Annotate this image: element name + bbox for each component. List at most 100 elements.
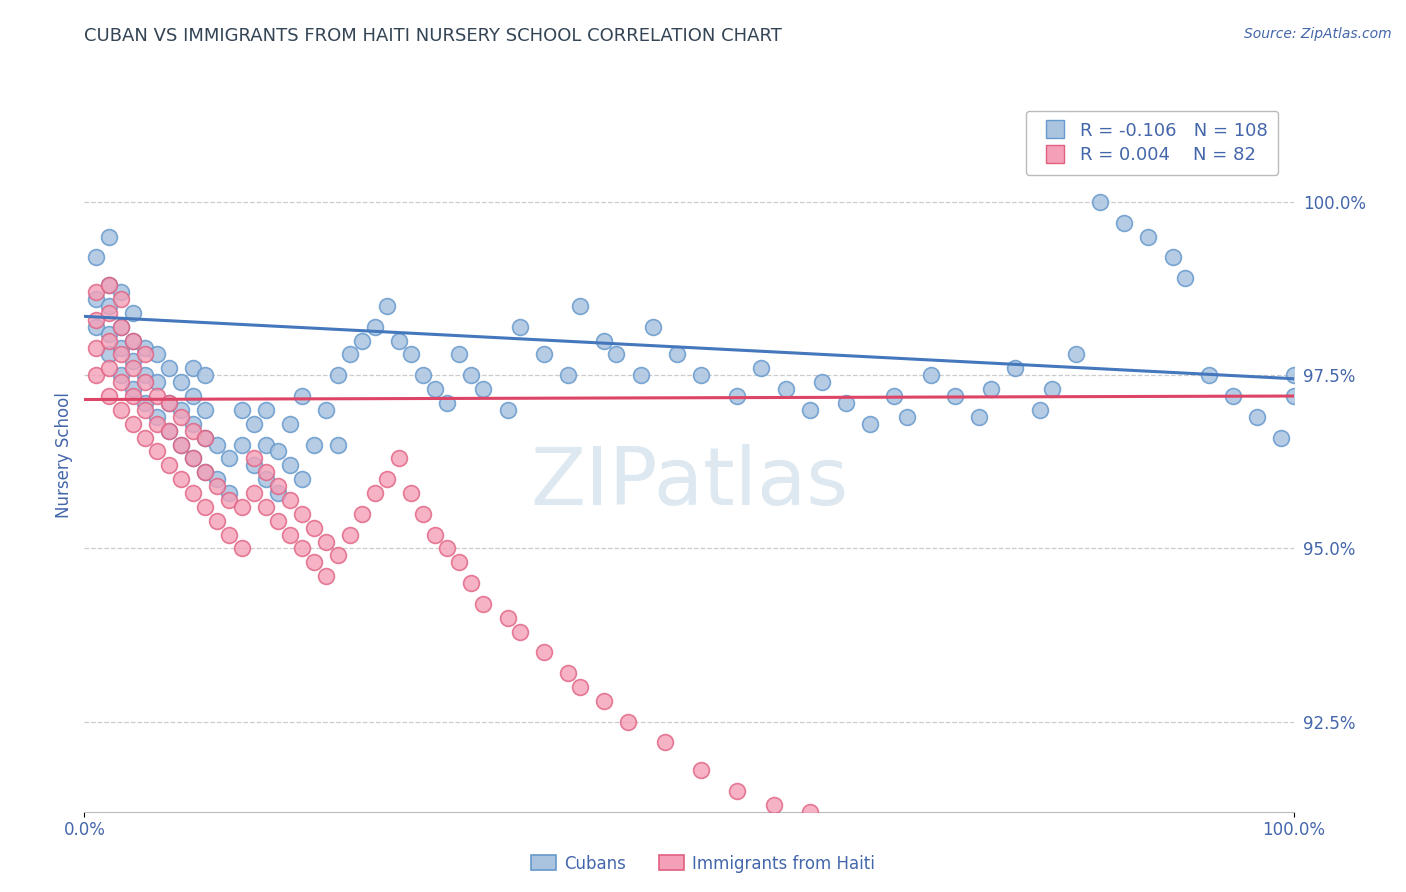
Point — [121, 417, 143, 431]
Point — [146, 417, 169, 431]
Point — [97, 278, 120, 293]
Y-axis label: Nursery School: Nursery School — [55, 392, 73, 518]
Point — [315, 534, 337, 549]
Point — [134, 431, 156, 445]
Point — [1040, 382, 1063, 396]
Point — [267, 486, 290, 500]
Point — [97, 334, 120, 348]
Point — [725, 784, 748, 798]
Point — [811, 375, 834, 389]
Point — [569, 680, 592, 694]
Point — [218, 486, 240, 500]
Point — [460, 368, 482, 383]
Point — [423, 382, 446, 396]
Point — [302, 437, 325, 451]
Point — [641, 319, 664, 334]
Point — [449, 555, 471, 569]
Point — [194, 465, 217, 479]
Point — [181, 486, 204, 500]
Point — [97, 306, 120, 320]
Point — [110, 368, 132, 383]
Point — [231, 500, 253, 514]
Point — [339, 527, 361, 541]
Point — [980, 382, 1002, 396]
Point — [775, 382, 797, 396]
Point — [86, 341, 108, 355]
Point — [302, 555, 325, 569]
Point — [291, 507, 314, 521]
Point — [207, 437, 229, 451]
Legend: Cubans, Immigrants from Haiti: Cubans, Immigrants from Haiti — [524, 848, 882, 880]
Point — [291, 472, 314, 486]
Point — [569, 299, 592, 313]
Point — [436, 541, 458, 556]
Point — [278, 417, 301, 431]
Point — [207, 514, 229, 528]
Point — [134, 347, 156, 361]
Point — [157, 396, 180, 410]
Point — [1198, 368, 1220, 383]
Point — [412, 507, 434, 521]
Point — [363, 486, 385, 500]
Point — [121, 334, 143, 348]
Point — [86, 285, 108, 299]
Point — [194, 431, 217, 445]
Point — [1270, 431, 1292, 445]
Point — [170, 403, 193, 417]
Point — [665, 347, 688, 361]
Point — [725, 389, 748, 403]
Point — [97, 389, 120, 403]
Point — [472, 382, 495, 396]
Point — [267, 444, 290, 458]
Point — [315, 403, 337, 417]
Point — [412, 368, 434, 383]
Point — [110, 403, 132, 417]
Point — [157, 424, 180, 438]
Point — [1161, 251, 1184, 265]
Point — [388, 334, 411, 348]
Point — [352, 507, 374, 521]
Point — [242, 486, 264, 500]
Point — [157, 424, 180, 438]
Point — [1028, 403, 1050, 417]
Point — [134, 396, 156, 410]
Point — [399, 486, 422, 500]
Point — [110, 292, 132, 306]
Point — [302, 521, 325, 535]
Point — [110, 375, 132, 389]
Point — [352, 334, 374, 348]
Point — [218, 451, 240, 466]
Point — [110, 341, 132, 355]
Point — [194, 465, 217, 479]
Point — [86, 251, 108, 265]
Point — [181, 389, 204, 403]
Point — [496, 403, 519, 417]
Point — [146, 347, 169, 361]
Point — [799, 805, 821, 819]
Point — [449, 347, 471, 361]
Point — [460, 576, 482, 591]
Point — [194, 403, 217, 417]
Legend: R = -0.106   N = 108, R = 0.004    N = 82: R = -0.106 N = 108, R = 0.004 N = 82 — [1026, 111, 1278, 175]
Point — [278, 458, 301, 473]
Point — [593, 334, 616, 348]
Point — [86, 368, 108, 383]
Point — [328, 549, 350, 563]
Point — [967, 409, 990, 424]
Point — [375, 299, 398, 313]
Point — [170, 375, 193, 389]
Point — [533, 347, 555, 361]
Point — [97, 229, 120, 244]
Point — [121, 389, 143, 403]
Point — [1114, 216, 1136, 230]
Point — [97, 278, 120, 293]
Point — [121, 334, 143, 348]
Point — [883, 389, 905, 403]
Text: ZIPatlas: ZIPatlas — [530, 444, 848, 523]
Point — [1064, 347, 1087, 361]
Point — [157, 396, 180, 410]
Point — [170, 437, 193, 451]
Point — [557, 368, 579, 383]
Point — [509, 319, 531, 334]
Point — [254, 472, 277, 486]
